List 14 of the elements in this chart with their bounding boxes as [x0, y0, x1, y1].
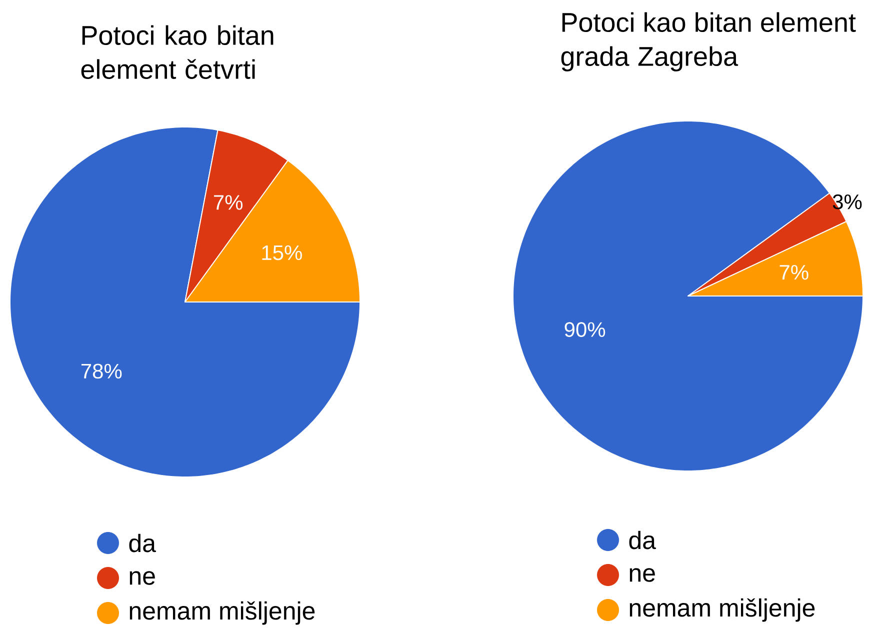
legend-label: da — [629, 530, 656, 550]
data-label: 15% — [262, 245, 302, 260]
data-label: 7% — [214, 195, 243, 210]
legend-label: nemam mišljenje — [130, 601, 315, 625]
legend-label: da — [129, 534, 156, 552]
legend-label: ne — [130, 571, 155, 585]
legend-label: nemam mišljenje — [630, 598, 815, 622]
data-label: 3% — [832, 194, 862, 210]
chart-title: Potoci kao bitan element grada Zagreba — [561, 12, 856, 72]
legend-label: ne — [630, 568, 655, 582]
data-label: 78% — [81, 364, 122, 379]
chart-title: Potoci kao bitan element četvrti — [81, 25, 274, 80]
data-label: 90% — [564, 322, 606, 337]
data-label: 7% — [780, 264, 808, 280]
